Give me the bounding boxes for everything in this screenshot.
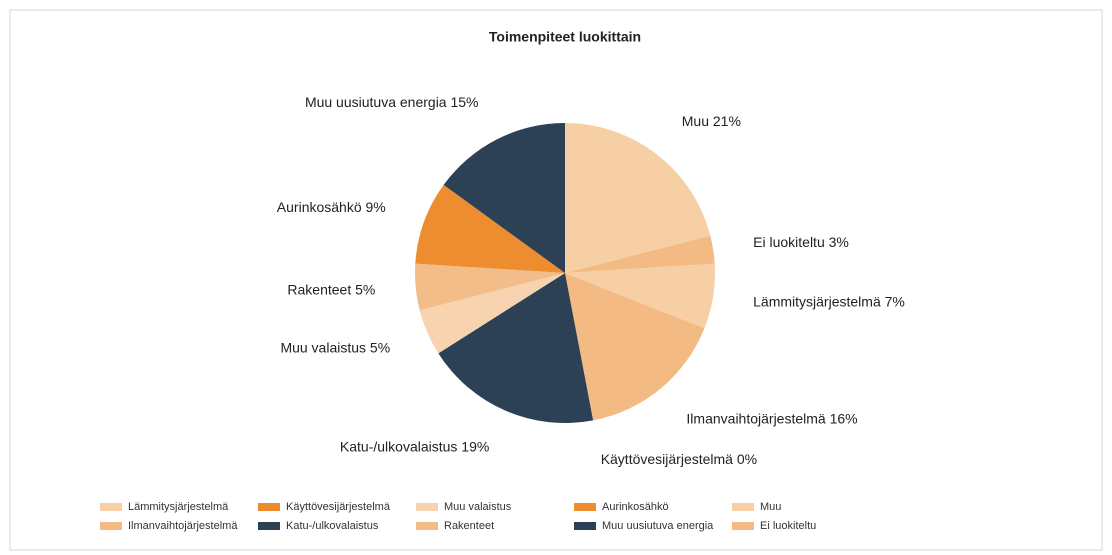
chart-title: Toimenpiteet luokittain [489,29,641,45]
legend-label: Ilmanvaihtojärjestelmä [128,520,238,532]
legend-swatch [574,503,596,511]
pie-slice [565,235,715,273]
data-label: Käyttövesijärjestelmä 0% [601,451,757,467]
legend-label: Muu uusiutuva energia [602,520,714,532]
data-label: Ei luokiteltu 3% [753,234,849,250]
pie-slice [565,263,715,329]
legend-label: Muu valaistus [444,501,512,513]
data-label: Katu-/ulkovalaistus 19% [340,439,489,455]
data-label: Muu uusiutuva energia 15% [305,94,479,110]
legend-swatch [258,503,280,511]
legend-swatch [732,503,754,511]
pie-slice [438,273,594,423]
pie-slice [419,273,565,354]
legend-label: Lämmitysjärjestelmä [128,501,229,513]
legend-label: Ei luokiteltu [760,520,816,532]
legend-label: Katu-/ulkovalaistus [286,520,379,532]
pie-slice [565,123,711,273]
data-label: Ilmanvaihtojärjestelmä 16% [686,410,857,426]
data-label: Rakenteet 5% [287,282,375,298]
data-label: Lämmitysjärjestelmä 7% [753,294,905,310]
legend-swatch [100,522,122,530]
legend-swatch [258,522,280,530]
legend-swatch [574,522,596,530]
legend-swatch [732,522,754,530]
pie-slice [415,184,565,273]
data-label: Aurinkosähkö 9% [277,199,386,215]
legend-swatch [416,522,438,530]
pie-slice [565,273,705,421]
data-label: Muu 21% [682,113,741,129]
pie-slice [443,123,565,273]
pie-slice [415,263,565,311]
legend-swatch [416,503,438,511]
legend-label: Rakenteet [444,520,494,532]
legend-label: Käyttövesijärjestelmä [286,501,391,513]
data-label: Muu valaistus 5% [280,339,390,355]
legend-swatch [100,503,122,511]
legend-label: Muu [760,501,781,513]
legend-label: Aurinkosähkö [602,501,669,513]
